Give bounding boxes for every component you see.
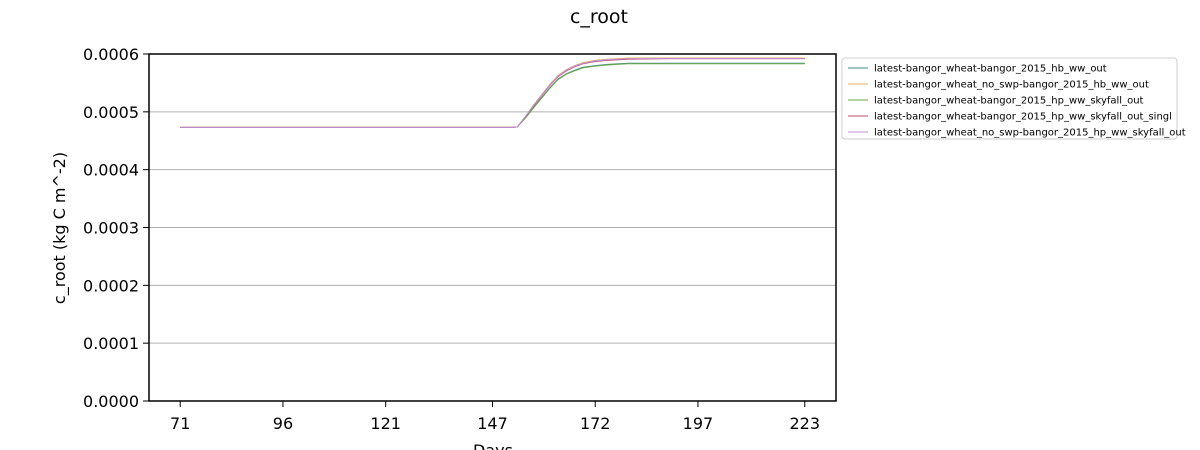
chart-title: c_root	[570, 6, 628, 28]
legend-box	[841, 57, 1178, 140]
x-axis-label: Days	[473, 441, 513, 450]
series-line-2	[180, 57, 805, 128]
y-tick-label: 0.0000	[83, 392, 139, 411]
x-tick-label: 172	[580, 414, 611, 433]
series-line-5	[180, 58, 805, 128]
x-tick-label: 121	[370, 414, 401, 433]
y-tick-label: 0.0005	[83, 103, 139, 122]
series-line-4	[180, 58, 805, 128]
y-tick-label: 0.0006	[83, 45, 139, 64]
x-tick-label: 71	[170, 414, 190, 433]
grid-lines	[149, 53, 836, 402]
x-axis: 71 96 121 147 172 197 223	[170, 401, 820, 433]
y-axis-label: c_root (kg C m^-2)	[50, 152, 70, 304]
series-line-3	[180, 63, 805, 128]
series-lines	[180, 57, 805, 128]
x-tick-label: 223	[789, 414, 820, 433]
y-tick-label: 0.0002	[83, 276, 139, 295]
y-tick-label: 0.0003	[83, 219, 139, 238]
series-line-1	[180, 62, 805, 128]
y-axis: 0.0000 0.0001 0.0002 0.0003 0.0004 0.0005 0.00…	[83, 45, 149, 411]
x-tick-label: 96	[273, 414, 293, 433]
legend-label: latest-bangor_wheat-bangor_2015_hp_ww_sk…	[874, 96, 1144, 107]
x-tick-label: 147	[477, 414, 508, 433]
legend: latest-bangor_wheat-bangor_2015_hb_ww_ou…	[841, 57, 1186, 140]
y-tick-label: 0.0001	[83, 334, 139, 353]
x-tick-label: 197	[683, 414, 714, 433]
legend-label: latest-bangor_wheat_no_swp-bangor_2015_h…	[874, 80, 1149, 91]
legend-label: latest-bangor_wheat-bangor_2015_hb_ww_ou…	[874, 64, 1107, 75]
legend-label: latest-bangor_wheat-bangor_2015_hp_ww_sk…	[874, 112, 1172, 123]
legend-label: latest-bangor_wheat_no_swp-bangor_2015_h…	[874, 128, 1186, 139]
y-tick-label: 0.0004	[83, 161, 139, 180]
